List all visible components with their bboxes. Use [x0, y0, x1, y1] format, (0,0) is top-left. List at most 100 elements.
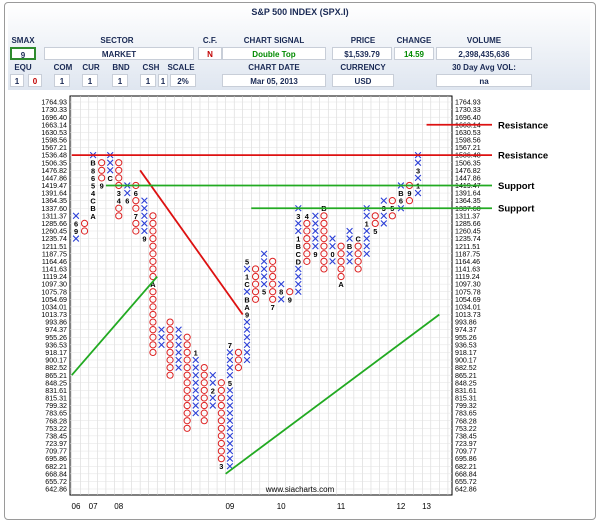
- month-marker: 9: [100, 181, 104, 190]
- x-box-mark: [226, 425, 234, 432]
- y-tick-label-right: 815.31: [455, 395, 477, 403]
- y-tick-label-left: 1164.46: [42, 258, 67, 266]
- y-tick-label-left: 799.32: [45, 402, 67, 410]
- y-tick-label-right: 831.61: [455, 387, 477, 395]
- x-box-mark: [329, 258, 336, 265]
- y-tick-label-right: 1260.45: [455, 228, 481, 236]
- o-box-mark: [149, 212, 157, 220]
- o-box-mark: [269, 295, 277, 303]
- o-box-mark: [149, 227, 157, 235]
- y-tick-label-right: 642.86: [455, 486, 477, 494]
- month-marker: B: [296, 242, 301, 251]
- signal-label: CHART SIGNAL: [243, 36, 305, 45]
- price-label: PRICE: [350, 36, 376, 45]
- csh-value-2: 1: [158, 74, 168, 87]
- y-tick-label-right: 1285.66: [455, 220, 481, 228]
- y-tick-label-left: 1075.78: [41, 288, 67, 296]
- x-box-mark: [329, 242, 336, 250]
- o-box-mark: [80, 227, 89, 235]
- x-box-mark: [277, 296, 285, 303]
- month-marker: 1: [194, 348, 198, 357]
- o-box-mark: [183, 386, 191, 394]
- month-marker: 9: [245, 310, 249, 319]
- o-box-mark: [217, 401, 225, 410]
- o-box-mark: [320, 219, 328, 228]
- o-box-mark: [98, 159, 106, 167]
- y-tick-label-left: 682.21: [45, 463, 67, 471]
- month-marker: 6: [399, 197, 403, 206]
- y-tick-label-right: 738.45: [455, 432, 477, 440]
- y-tick-label-left: 955.26: [45, 334, 67, 342]
- x-box-mark: [106, 167, 114, 174]
- month-marker: 9: [74, 227, 78, 236]
- x-tick-label: 09: [225, 502, 234, 511]
- x-box-mark: [175, 341, 182, 349]
- o-box-mark: [183, 356, 191, 364]
- o-box-mark: [320, 242, 328, 250]
- y-tick-label-right: 936.53: [455, 341, 477, 349]
- o-box-mark: [354, 250, 362, 258]
- o-box-mark: [115, 174, 123, 182]
- com-label: COM: [53, 63, 73, 72]
- o-box-mark: [303, 227, 311, 235]
- o-box-mark: [217, 394, 225, 402]
- x-box-mark: [329, 235, 336, 242]
- y-tick-label-left: 1630.53: [41, 129, 67, 137]
- x-box-mark: [414, 189, 422, 197]
- equ-value-1: 1: [10, 74, 24, 87]
- y-tick-label-right: 1391.64: [455, 190, 481, 198]
- y-tick-label-left: 1764.93: [41, 99, 67, 107]
- y-tick-label-left: 753.22: [45, 425, 67, 433]
- y-tick-label-left: 974.37: [45, 326, 67, 334]
- x-box-mark: [243, 341, 251, 349]
- y-tick-label-right: 1141.63: [455, 266, 480, 274]
- x-tick-label: 10: [277, 502, 286, 511]
- month-marker: 9: [142, 235, 146, 244]
- o-box-mark: [217, 447, 225, 455]
- o-box-mark: [217, 432, 225, 440]
- y-tick-label-left: 900.17: [45, 357, 67, 365]
- month-marker: 1: [365, 219, 369, 228]
- y-tick-label-left: 936.53: [45, 341, 67, 349]
- month-marker: 4: [117, 197, 122, 206]
- month-marker: B: [398, 189, 403, 198]
- o-box-mark: [149, 265, 157, 273]
- y-tick-label-left: 1285.66: [41, 220, 67, 228]
- month-marker: C: [355, 235, 361, 244]
- x-box-mark: [363, 235, 370, 242]
- o-box-mark: [234, 363, 243, 372]
- o-box-mark: [269, 288, 277, 296]
- date-value: Mar 05, 2013: [222, 74, 326, 87]
- y-tick-label-right: 1013.73: [455, 311, 481, 319]
- y-tick-label-right: 1164.46: [455, 258, 480, 266]
- x-box-mark: [192, 379, 199, 387]
- o-box-mark: [303, 242, 311, 250]
- x-box-mark: [414, 159, 422, 166]
- o-box-mark: [183, 333, 191, 341]
- month-marker: 7: [271, 303, 275, 312]
- month-marker: 1: [245, 273, 249, 282]
- o-box-mark: [149, 318, 157, 326]
- y-tick-label-left: 848.25: [45, 379, 67, 387]
- y-tick-label-right: 1034.01: [455, 303, 481, 311]
- month-marker: C: [296, 250, 302, 259]
- o-box-mark: [183, 401, 191, 410]
- o-box-mark: [320, 227, 328, 235]
- y-tick-label-left: 1730.33: [41, 106, 67, 114]
- x-box-mark: [312, 242, 319, 250]
- x-box-mark: [226, 455, 234, 462]
- x-box-mark: [243, 333, 251, 341]
- x-box-mark: [141, 227, 148, 235]
- month-marker: 3: [416, 166, 420, 175]
- y-tick-label-right: 1598.56: [455, 137, 481, 145]
- month-marker: 5: [245, 257, 249, 266]
- o-box-mark: [217, 417, 225, 425]
- o-box-mark: [115, 204, 123, 212]
- month-marker: 9: [313, 250, 317, 259]
- sector-value: MARKET: [44, 47, 194, 60]
- x-box-mark: [295, 220, 302, 227]
- x-box-mark: [295, 227, 302, 235]
- y-tick-label-right: 682.21: [455, 463, 477, 471]
- y-tick-label-left: 1598.56: [41, 137, 67, 145]
